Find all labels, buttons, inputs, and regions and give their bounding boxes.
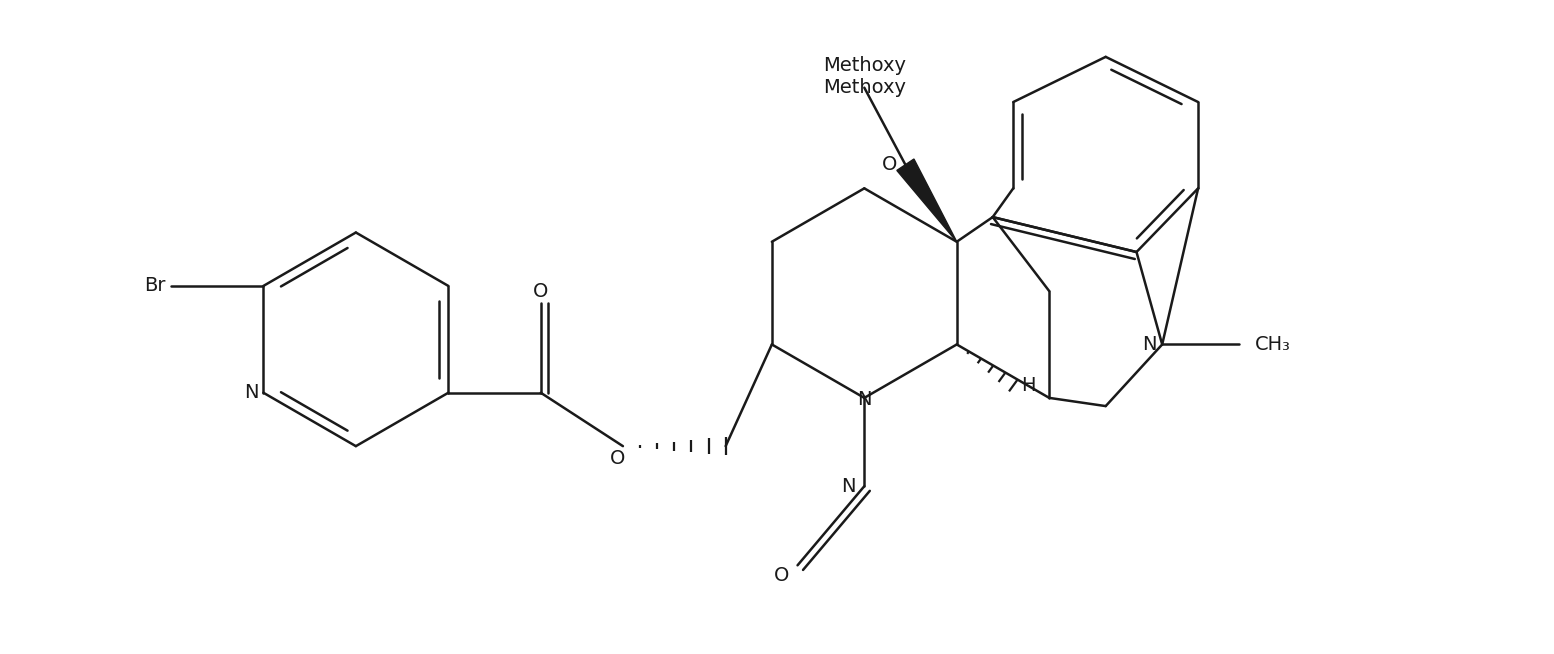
Text: O: O (774, 566, 789, 585)
Text: O: O (611, 449, 625, 468)
Text: Methoxy: Methoxy (822, 56, 906, 75)
Text: CH₃: CH₃ (1254, 335, 1290, 354)
Polygon shape (897, 159, 957, 242)
Text: N: N (842, 477, 856, 496)
Text: O: O (533, 282, 549, 301)
Text: N: N (1142, 335, 1158, 354)
Text: Methoxy: Methoxy (822, 78, 906, 97)
Text: N: N (858, 390, 872, 409)
Text: O: O (881, 155, 897, 174)
Text: Br: Br (145, 277, 166, 296)
Text: H: H (1021, 376, 1037, 395)
Text: N: N (244, 383, 258, 402)
